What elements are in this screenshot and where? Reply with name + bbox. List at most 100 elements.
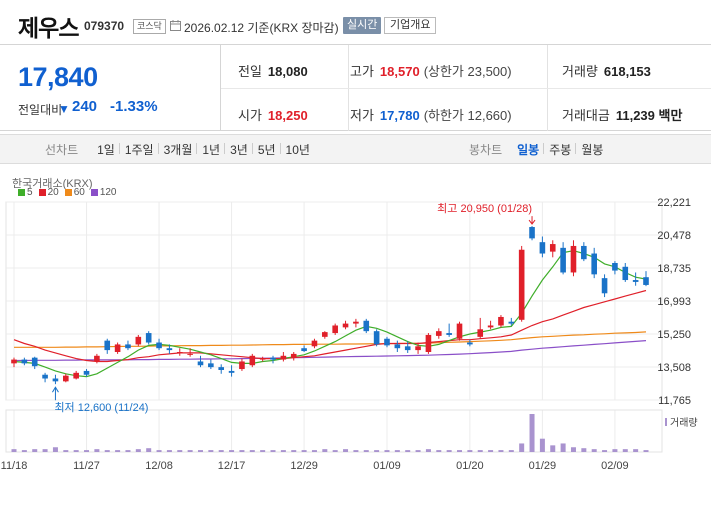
candle-body (363, 320, 370, 332)
volume-bar (477, 450, 483, 452)
volume-legend-swatch (665, 418, 667, 426)
tab-daily[interactable]: 일봉 (517, 142, 540, 157)
prev-close-value: 18,080 (267, 64, 308, 79)
volume-bar (322, 449, 328, 452)
company-info-button[interactable]: 기업개요 (384, 17, 437, 34)
candle-body (446, 333, 452, 335)
volume-bar (94, 449, 100, 452)
divider (221, 88, 711, 89)
volume-bar (135, 449, 141, 452)
candle-body (311, 340, 318, 347)
candle-body (280, 355, 287, 360)
change-label: 전일대비 (18, 103, 63, 117)
volume-bar (104, 450, 110, 452)
volume-value: 618,153 (603, 64, 651, 79)
candle-body (83, 370, 90, 375)
x-tick-label: 01/09 (373, 460, 401, 472)
y-tick-label: 20,478 (657, 230, 691, 242)
realtime-button[interactable]: 실시간 (343, 17, 382, 34)
tab-5y[interactable]: 5년 (251, 141, 281, 158)
candle-body (322, 332, 328, 337)
legend-ma5: 5 (18, 187, 33, 198)
candle-body (404, 346, 411, 351)
volume-bar (488, 450, 494, 452)
volume-bar (73, 450, 79, 452)
candle-body (529, 227, 535, 239)
candle-body (560, 247, 566, 273)
volume-bar (591, 449, 597, 452)
candle-body (42, 374, 48, 379)
volume-bar (508, 450, 514, 452)
volume-label: 거래량 (670, 417, 698, 429)
volume-bar (519, 443, 525, 452)
candle-body (373, 331, 380, 345)
company-name: 제우스 (18, 15, 79, 41)
down-arrow-icon: ▼ (58, 102, 70, 116)
candle-body (581, 245, 587, 260)
x-tick-label: 12/17 (218, 460, 246, 472)
tab-3y[interactable]: 3년 (224, 141, 253, 158)
candle-body (145, 333, 152, 343)
calendar-icon (170, 20, 181, 31)
candle-body (342, 323, 349, 328)
y-tick-label: 22,221 (657, 197, 691, 209)
candle-body (601, 278, 608, 294)
volume-bar (415, 450, 421, 452)
volume-bar (498, 450, 504, 452)
volume-bar (146, 448, 152, 452)
candle-body (166, 348, 173, 351)
candle-body (332, 325, 338, 334)
tab-1d[interactable]: 1일 (97, 142, 115, 157)
candle-body (104, 340, 111, 351)
base-date: 2026.02.12 기준(KRX 장마감) (184, 21, 339, 35)
volume-bar (643, 450, 649, 452)
candle-body (11, 359, 17, 364)
legend-ma60: 60 (64, 187, 85, 198)
candle-body (477, 329, 484, 337)
candle-body (612, 262, 618, 271)
volume-bar (52, 447, 58, 452)
candle-body (63, 375, 69, 382)
candle-body (218, 367, 225, 370)
open-value: 18,250 (267, 108, 308, 123)
candle-body (249, 355, 256, 366)
y-tick-label: 13,508 (657, 362, 691, 374)
candle-body (508, 321, 515, 324)
tab-10y[interactable]: 10년 (279, 141, 315, 158)
volume-bar (374, 450, 380, 452)
tab-monthly[interactable]: 월봉 (575, 141, 608, 158)
min-annotation: 최저 12,600 (11/24) (54, 401, 148, 414)
candle-body (228, 370, 235, 373)
candle-body (549, 244, 556, 252)
volume-bar (21, 450, 27, 452)
candle-body (518, 249, 525, 320)
volume-bar (602, 450, 608, 452)
volume-bar (405, 450, 411, 452)
open-cell: 시가 18,250 (238, 108, 308, 123)
tab-1y[interactable]: 1년 (196, 141, 225, 158)
volume-bar (622, 449, 628, 452)
volume-bar (332, 450, 338, 452)
volume-bar (457, 450, 463, 452)
volume-bar (11, 449, 17, 452)
candle-body (643, 277, 649, 285)
legend-swatch (64, 189, 72, 196)
tab-3m[interactable]: 3개월 (157, 141, 198, 158)
tab-weekly[interactable]: 주봉 (543, 141, 576, 158)
candle-body (114, 344, 121, 352)
tab-1w[interactable]: 1주일 (118, 141, 159, 158)
candle-body (632, 280, 639, 282)
high-value: 18,570 (379, 64, 420, 79)
volume-bar (239, 450, 245, 452)
volume-bar (208, 450, 214, 452)
volume-bar (291, 450, 297, 452)
x-tick-label: 11/27 (73, 460, 100, 472)
current-price-box: 17,840 전일대비 ▼ 240 -1.33% (0, 45, 221, 131)
volume-bar (384, 450, 390, 452)
volume-bar (42, 449, 48, 452)
volume-bar (343, 449, 349, 452)
ma-legend: 5 20 60 120 (18, 187, 117, 198)
candle-body (176, 351, 183, 353)
candle-body (384, 338, 390, 346)
